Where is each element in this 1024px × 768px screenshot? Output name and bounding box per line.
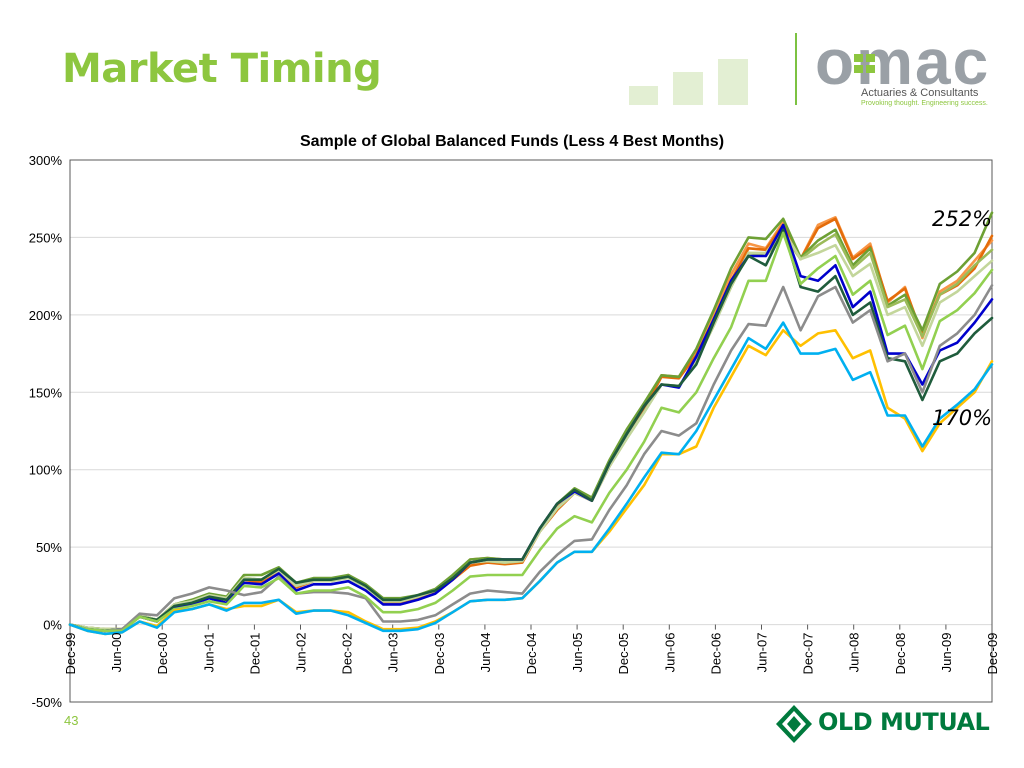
x-tick-label: Dec-01: [247, 633, 262, 675]
axes: [69, 159, 993, 703]
x-tick-label: Jun-06: [662, 633, 677, 673]
x-tick-label: Jun-04: [478, 633, 493, 673]
x-tick-label: Jun-03: [386, 633, 401, 673]
x-tick-label: Dec-04: [524, 633, 539, 675]
x-tick-label: Jun-07: [755, 633, 770, 673]
page-number: 43: [64, 713, 79, 728]
x-tick-label: Dec-03: [432, 633, 447, 675]
plot-frame: [69, 159, 993, 703]
omac-subtagline: Provoking thought. Engineering success.: [861, 100, 988, 107]
omac-tagline: Actuaries & Consultants: [861, 87, 979, 99]
series-line-9: [68, 231, 994, 633]
logo-divider: [795, 33, 797, 105]
y-tick-labels: -50% 0% 50% 100% 150% 200% 250% 300%: [29, 153, 63, 710]
decorative-bar-medium: [673, 72, 703, 105]
y-tick-label: 100%: [29, 463, 63, 478]
x-tick-label: Jun-09: [939, 633, 954, 673]
y-tick-label: 50%: [36, 540, 62, 555]
chart-title: Sample of Global Balanced Funds (Less 4 …: [299, 133, 725, 150]
old-mutual-emblem-icon: [776, 705, 812, 743]
x-tick-label: Dec-08: [893, 633, 908, 675]
old-mutual-logo-text: OLD MUTUAL: [818, 708, 990, 736]
gridlines: [70, 159, 992, 703]
x-tick-label: Dec-09: [985, 633, 1000, 675]
series-line-6: [68, 223, 994, 633]
annotation-170: 170%: [932, 406, 993, 430]
x-tick-label: Jun-00: [109, 633, 124, 673]
x-tick-label: Jun-05: [570, 633, 585, 673]
decorative-bar-large: [718, 59, 748, 105]
x-tick-label: Dec-02: [340, 633, 355, 675]
x-tick-label: Dec-07: [801, 633, 816, 675]
series-lines: [68, 211, 994, 636]
x-tick-label: Dec-00: [155, 633, 170, 675]
omac-logo-word: omac: [815, 26, 991, 98]
x-tick-label: Dec-05: [616, 633, 631, 675]
x-tick-label: Dec-06: [708, 633, 723, 675]
series-line-11: [68, 321, 994, 636]
x-tick-labels: Dec-99 Jun-00 Dec-00 Jun-01 Dec-01 Jun-02 Dec-…: [63, 633, 1000, 675]
series-line-8: [68, 284, 994, 633]
series-line-7: [68, 228, 994, 633]
y-tick-label: 300%: [29, 153, 63, 168]
y-tick-label: 150%: [29, 385, 63, 400]
x-tick-label: Dec-99: [63, 633, 78, 675]
series-line-1: [68, 216, 994, 631]
x-tick-label: Jun-08: [847, 633, 862, 673]
decorative-bar-small: [629, 86, 658, 105]
slide-title: Market Timing: [62, 46, 382, 92]
y-tick-label: 0%: [43, 618, 62, 633]
annotation-252: 252%: [932, 207, 993, 231]
y-tick-label: 250%: [29, 230, 63, 245]
series-line-2: [68, 217, 994, 633]
series-line-5: [68, 228, 994, 631]
x-tick-label: Jun-01: [201, 633, 216, 673]
x-tick-label: Jun-02: [294, 633, 309, 673]
y-tick-label: -50%: [32, 695, 63, 710]
y-tick-label: 200%: [29, 308, 63, 323]
